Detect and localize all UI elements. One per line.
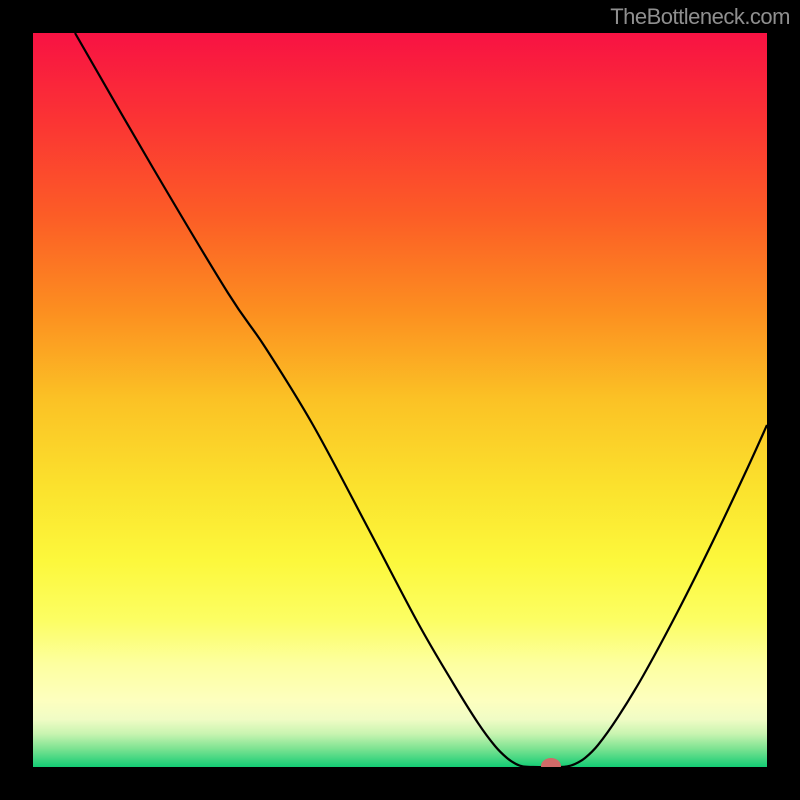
optimal-marker: [541, 758, 561, 767]
plot-area: [33, 33, 767, 767]
watermark-text: TheBottleneck.com: [610, 4, 790, 30]
bottleneck-curve: [33, 33, 767, 767]
